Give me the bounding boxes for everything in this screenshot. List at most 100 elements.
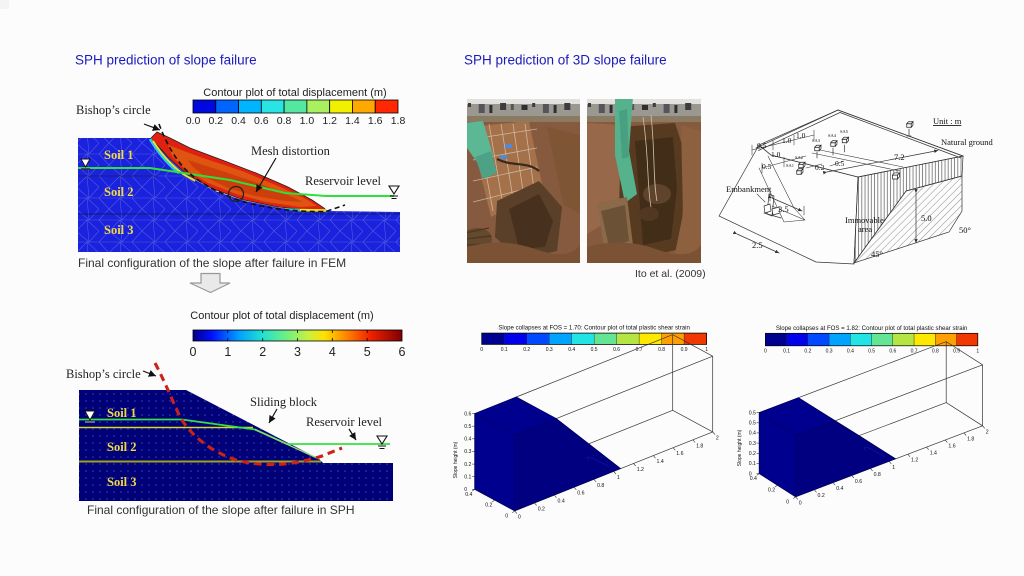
svg-text:0.6: 0.6 <box>889 348 896 354</box>
svg-text:Final configuration of the slo: Final configuration of the slope after f… <box>78 256 346 270</box>
svg-text:0.5: 0.5 <box>762 162 772 171</box>
svg-text:0.5: 0.5 <box>749 421 756 427</box>
svg-text:0.4: 0.4 <box>847 348 854 354</box>
svg-text:Slope collapses at FOS = 1.82:: Slope collapses at FOS = 1.82: Contour p… <box>776 325 968 332</box>
svg-text:Reservoir level: Reservoir level <box>306 415 383 429</box>
svg-text:0: 0 <box>749 471 752 477</box>
svg-text:1.0: 1.0 <box>796 131 806 140</box>
svg-text:Bishop’s circle: Bishop’s circle <box>76 103 151 117</box>
svg-text:0.5: 0.5 <box>835 159 845 168</box>
svg-text:Soil 3: Soil 3 <box>104 223 134 237</box>
svg-text:0.6: 0.6 <box>613 347 620 353</box>
svg-text:1.2: 1.2 <box>911 458 918 464</box>
svg-text:1: 1 <box>892 465 895 471</box>
svg-text:1.8: 1.8 <box>696 443 703 449</box>
svg-text:0.1: 0.1 <box>783 348 790 354</box>
svg-text:0.4: 0.4 <box>749 431 756 437</box>
svg-text:0.9: 0.9 <box>681 347 688 353</box>
svg-text:0.6: 0.6 <box>254 115 269 127</box>
svg-text:0.8: 0.8 <box>277 115 292 127</box>
svg-text:0: 0 <box>518 514 521 520</box>
svg-text:1.4: 1.4 <box>657 459 664 465</box>
svg-text:SPH prediction of slope failur: SPH prediction of slope failure <box>75 53 257 68</box>
svg-text:Slope height (m): Slope height (m) <box>737 429 743 466</box>
svg-text:0.1: 0.1 <box>501 347 508 353</box>
svg-text:7.2: 7.2 <box>894 152 905 162</box>
svg-text:Soil 1: Soil 1 <box>107 406 137 420</box>
svg-text:0.9: 0.9 <box>953 348 960 354</box>
svg-text:0.8: 0.8 <box>658 347 665 353</box>
svg-text:0.1: 0.1 <box>464 475 471 481</box>
svg-text:0.3: 0.3 <box>826 348 833 354</box>
svg-text:Contour plot of total displace: Contour plot of total displacement (m) <box>190 310 373 322</box>
svg-text:SA3: SA3 <box>812 138 821 143</box>
svg-text:1.0: 1.0 <box>300 115 315 127</box>
svg-text:0.2: 0.2 <box>749 451 756 457</box>
svg-text:0.8: 0.8 <box>874 472 881 478</box>
svg-text:2: 2 <box>986 429 989 435</box>
svg-text:1: 1 <box>976 348 979 354</box>
svg-text:0.7: 0.7 <box>911 348 918 354</box>
svg-text:0: 0 <box>764 348 767 354</box>
svg-text:4: 4 <box>329 345 336 359</box>
svg-text:0.4: 0.4 <box>836 486 843 492</box>
svg-text:Soil 2: Soil 2 <box>104 185 134 199</box>
svg-text:Mesh distortion: Mesh distortion <box>251 144 331 158</box>
svg-text:SPH prediction of 3D slope fai: SPH prediction of 3D slope failure <box>464 53 667 68</box>
svg-text:2: 2 <box>716 435 719 441</box>
svg-text:area: area <box>858 224 872 234</box>
svg-text:0: 0 <box>464 487 467 493</box>
svg-text:0.5: 0.5 <box>591 347 598 353</box>
svg-text:Final configuration of the slo: Final configuration of the slope after f… <box>87 503 354 517</box>
svg-text:SA5: SA5 <box>840 129 849 134</box>
svg-text:1.4: 1.4 <box>930 451 937 457</box>
svg-text:1.6: 1.6 <box>368 115 383 127</box>
svg-text:6: 6 <box>399 345 406 359</box>
svg-text:0.2: 0.2 <box>804 348 811 354</box>
svg-text:Sliding block: Sliding block <box>250 395 318 409</box>
svg-text:1.0: 1.0 <box>771 150 781 159</box>
svg-text:Soil 3: Soil 3 <box>107 475 137 489</box>
svg-text:0.5: 0.5 <box>868 348 875 354</box>
svg-text:0.5: 0.5 <box>757 141 767 150</box>
svg-text:0.2: 0.2 <box>818 493 825 499</box>
svg-text:1.6: 1.6 <box>676 451 683 457</box>
svg-text:0: 0 <box>505 513 508 519</box>
svg-text:0.4: 0.4 <box>464 437 471 443</box>
svg-text:Slope height (m): Slope height (m) <box>453 441 459 478</box>
svg-text:0.2: 0.2 <box>485 503 492 509</box>
svg-text:Soil 2: Soil 2 <box>107 440 137 454</box>
svg-text:0: 0 <box>480 347 483 353</box>
svg-text:1.2: 1.2 <box>637 467 644 473</box>
svg-text:0.7: 0.7 <box>636 347 643 353</box>
svg-text:1.2: 1.2 <box>322 115 337 127</box>
svg-text:Immovable: Immovable <box>845 215 884 225</box>
svg-text:0.8: 0.8 <box>597 483 604 489</box>
svg-text:2.5: 2.5 <box>752 240 763 250</box>
svg-text:3.5: 3.5 <box>778 204 789 214</box>
svg-text:Ito et al. (2009): Ito et al. (2009) <box>635 268 706 280</box>
svg-text:0.5: 0.5 <box>749 410 756 416</box>
svg-text:Reservoir level: Reservoir level <box>305 174 382 188</box>
svg-text:0: 0 <box>799 500 802 506</box>
svg-text:0.6: 0.6 <box>577 491 584 497</box>
svg-text:0.3: 0.3 <box>546 347 553 353</box>
svg-text:1: 1 <box>224 345 231 359</box>
svg-text:0.3: 0.3 <box>749 441 756 447</box>
svg-text:Bishop’s circle: Bishop’s circle <box>66 367 141 381</box>
svg-text:SA1: SA1 <box>786 163 794 168</box>
svg-text:1.0: 1.0 <box>782 136 792 145</box>
svg-text:0.4: 0.4 <box>568 347 575 353</box>
svg-text:Unit : m: Unit : m <box>933 116 962 126</box>
svg-text:Natural ground: Natural ground <box>941 137 993 147</box>
svg-text:1.8: 1.8 <box>967 436 974 442</box>
svg-text:2: 2 <box>259 345 266 359</box>
svg-text:Contour plot of total displace: Contour plot of total displacement (m) <box>203 87 386 99</box>
svg-text:0.2: 0.2 <box>464 462 471 468</box>
svg-text:1.4: 1.4 <box>345 115 360 127</box>
svg-text:0.2: 0.2 <box>768 488 775 494</box>
svg-text:5: 5 <box>364 345 371 359</box>
svg-text:0.3: 0.3 <box>464 449 471 455</box>
svg-text:3: 3 <box>294 345 301 359</box>
svg-text:5.0: 5.0 <box>921 213 932 223</box>
